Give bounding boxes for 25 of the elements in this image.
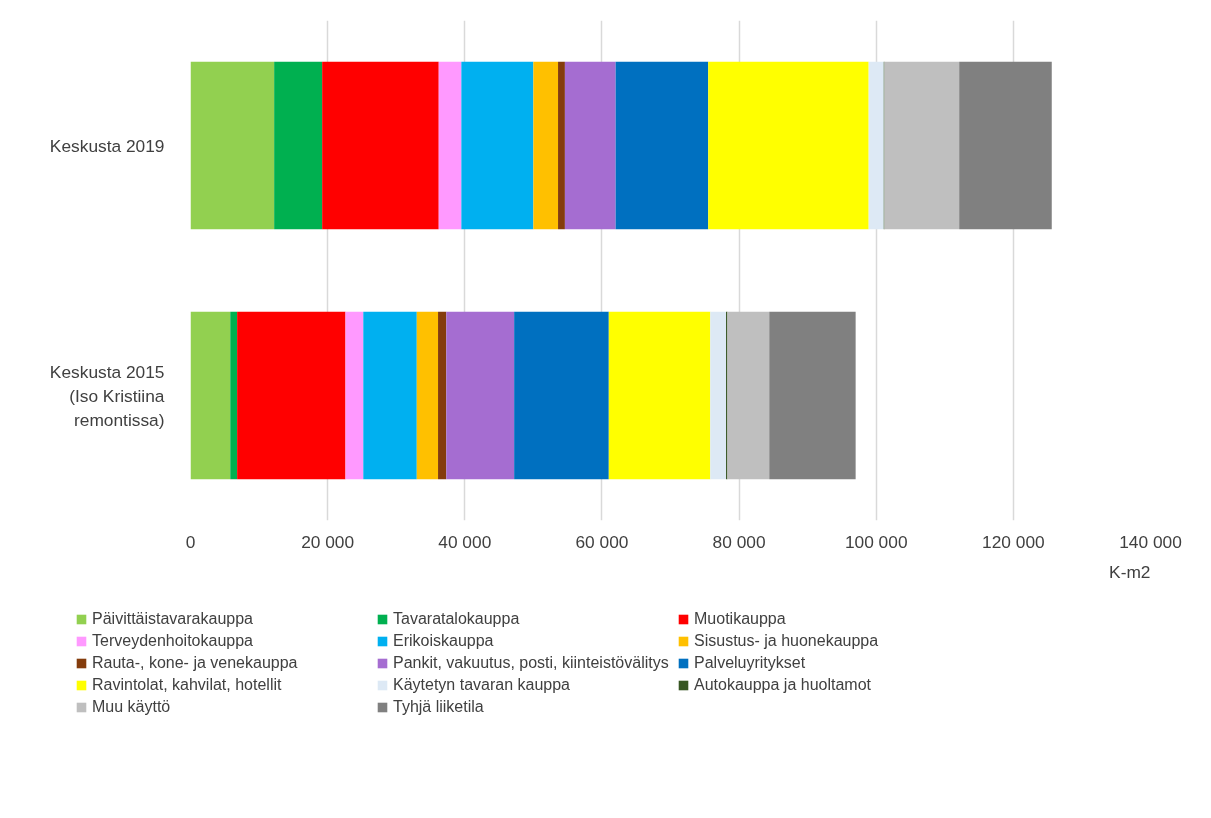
legend-label: Rauta-, kone- ja venekauppa xyxy=(92,654,299,672)
x-axis-title: K-m2 xyxy=(1109,561,1151,582)
legend-label: Sisustus- ja huonekauppa xyxy=(694,632,880,650)
legend-label: Palveluyritykset xyxy=(694,654,807,672)
legend-label: Autokauppa ja huoltamot xyxy=(694,676,872,694)
legend-label: Käytetyn tavaran kauppa xyxy=(393,676,571,694)
x-tick-label: 80 000 xyxy=(712,531,766,552)
y-tick-label: Keskusta 2015 (Iso Kristiina remontissa) xyxy=(49,361,165,430)
x-tick-label: 60 000 xyxy=(575,531,629,552)
y-tick-label: Keskusta 2019 xyxy=(49,135,165,156)
legend-label: Terveydenhoitokauppa xyxy=(92,632,254,650)
legend-label: Muotikauppa xyxy=(694,610,787,628)
x-tick-label: 20 000 xyxy=(301,531,355,552)
x-tick-label: 140 000 xyxy=(1119,531,1182,552)
legend-label: Ravintolat, kahvilat, hotellit xyxy=(92,676,283,694)
x-tick-label: 100 000 xyxy=(844,531,908,552)
x-tick-label: 0 xyxy=(185,531,196,552)
legend-label: Muu käyttö xyxy=(92,698,172,716)
legend-label: Tavaratalokauppa xyxy=(393,610,521,628)
legend-label: Päivittäistavarakauppa xyxy=(92,610,254,628)
legend-label: Tyhjä liiketila xyxy=(393,698,485,716)
x-tick-label: 120 000 xyxy=(982,531,1045,552)
x-tick-label: 40 000 xyxy=(438,531,492,552)
legend-label: Pankit, vakuutus, posti, kiinteistövälitys xyxy=(393,654,670,672)
legend-label: Erikoiskauppa xyxy=(393,632,495,650)
